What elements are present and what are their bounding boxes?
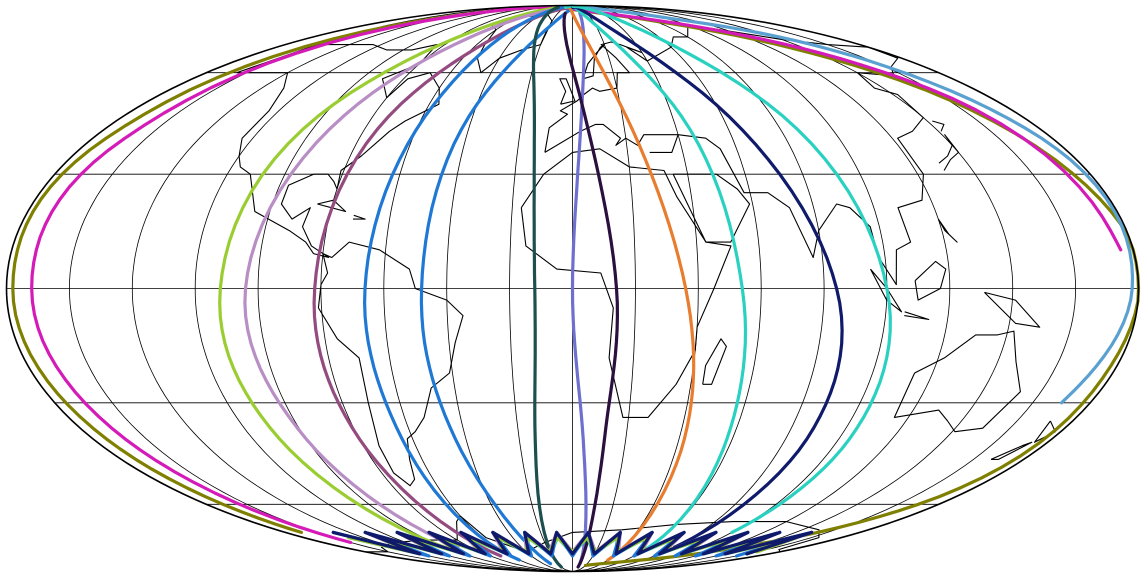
satellite-tracks (11, 4, 1141, 569)
satellite-track-t09 (570, 11, 588, 566)
coastline (702, 338, 727, 385)
coastline (990, 441, 1033, 460)
coastline (582, 44, 605, 80)
polar-track-zigzag (331, 530, 814, 556)
coastline (353, 214, 366, 220)
coastline (317, 241, 464, 487)
coastline (893, 330, 1021, 433)
satellite-track-t13 (570, 5, 844, 549)
coastline (904, 311, 930, 321)
coastline (932, 120, 945, 132)
coastline (544, 36, 688, 153)
coastline (937, 218, 958, 243)
coastlines (236, 14, 1056, 553)
coastline (236, 44, 440, 259)
satellite-track-t08 (531, 5, 563, 569)
satellite-track-t04 (243, 5, 567, 549)
coastline (938, 134, 960, 171)
coastline (870, 268, 903, 313)
satellite-track-t14 (585, 5, 1135, 405)
coastline (678, 24, 924, 286)
coastline (914, 260, 947, 301)
coastline (984, 291, 1041, 328)
satellite-track-t01 (11, 5, 1141, 567)
satellite-track-t15 (570, 4, 892, 534)
coastline (559, 78, 576, 105)
coastline (317, 199, 347, 213)
coastline (544, 123, 679, 153)
satellite-track-t02 (30, 5, 1123, 545)
satellite-track-t10 (562, 11, 619, 569)
map-outline (5, 4, 1140, 573)
satellite-track-t11 (563, 5, 696, 562)
satellite-track-t03 (218, 5, 575, 554)
coastline (520, 148, 732, 418)
